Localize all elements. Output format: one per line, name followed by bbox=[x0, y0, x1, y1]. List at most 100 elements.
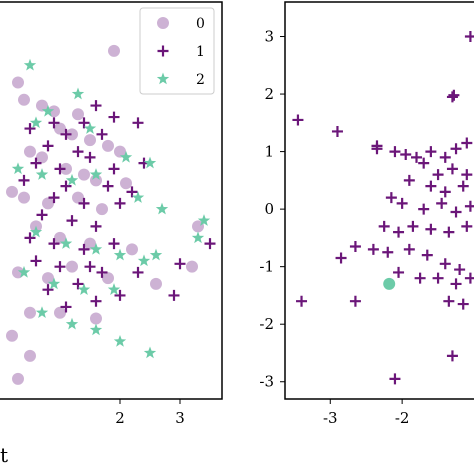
left-point-class-1 bbox=[204, 238, 216, 250]
legend-label-1: 1 bbox=[196, 44, 205, 60]
left-point-class-0 bbox=[90, 312, 102, 325]
right-point-class-1 bbox=[443, 295, 455, 307]
right-point-class-1 bbox=[448, 89, 460, 101]
left-point-class-1 bbox=[24, 232, 36, 244]
legend-marker-2 bbox=[156, 72, 170, 85]
left-point-class-0 bbox=[114, 145, 126, 158]
left-point-class-2 bbox=[47, 277, 61, 290]
right-point-class-1 bbox=[439, 151, 451, 163]
left-point-class-2 bbox=[35, 306, 49, 318]
left-point-class-1 bbox=[108, 238, 120, 250]
left-point-class-0 bbox=[6, 329, 18, 342]
left-point-class-1 bbox=[48, 238, 60, 250]
left-point-class-1 bbox=[72, 146, 84, 158]
left-point-class-0 bbox=[102, 139, 114, 152]
left-point-class-2 bbox=[83, 122, 97, 134]
left-point-class-1 bbox=[102, 180, 114, 192]
left-point-class-1 bbox=[60, 180, 72, 192]
right-point-class-1 bbox=[411, 151, 423, 163]
left-point-class-0 bbox=[24, 145, 36, 158]
left-point-class-1 bbox=[54, 261, 66, 273]
right-point-class-1 bbox=[461, 137, 473, 149]
right-point-class-1 bbox=[403, 174, 415, 186]
right-point-class-1 bbox=[414, 272, 426, 284]
legend-marker-0 bbox=[157, 17, 169, 29]
left-point-class-2 bbox=[59, 237, 73, 249]
left-point-class-0 bbox=[54, 122, 66, 135]
right-y-tick-label: -1 bbox=[259, 258, 274, 276]
right-y-tick-label: -2 bbox=[259, 315, 274, 333]
right-point-class-1 bbox=[439, 186, 451, 198]
left-point-class-1 bbox=[168, 289, 180, 301]
left-point-class-1 bbox=[174, 258, 186, 270]
left-data-points bbox=[6, 44, 216, 385]
left-point-class-2 bbox=[197, 214, 211, 226]
right-point-class-1 bbox=[446, 163, 458, 175]
left-point-class-0 bbox=[66, 128, 78, 141]
right-point-class-1 bbox=[461, 220, 473, 232]
right-point-class-1 bbox=[396, 197, 408, 209]
right-point-class-1 bbox=[464, 272, 474, 284]
right-point-class-1 bbox=[335, 252, 347, 264]
right-y-tick-label: -3 bbox=[259, 373, 274, 391]
right-point-class-1 bbox=[464, 200, 474, 212]
left-point-class-0 bbox=[42, 197, 54, 210]
right-point-class-1 bbox=[393, 226, 405, 238]
left-point-class-1 bbox=[42, 140, 54, 152]
right-point-class-1 bbox=[450, 206, 462, 218]
left-point-class-1 bbox=[48, 192, 60, 204]
left-point-class-0 bbox=[60, 162, 72, 175]
right-y-tick-label: 3 bbox=[264, 28, 274, 46]
left-series-2 bbox=[11, 58, 211, 359]
right-point-class-1 bbox=[432, 169, 444, 181]
left-point-class-1 bbox=[108, 111, 120, 123]
right-point-class-1 bbox=[457, 180, 469, 192]
left-point-class-0 bbox=[36, 99, 48, 112]
left-point-class-0 bbox=[78, 168, 90, 181]
left-point-class-1 bbox=[60, 128, 72, 140]
right-x-tick-label: -2 bbox=[395, 409, 410, 427]
left-point-class-1 bbox=[48, 117, 60, 129]
left-point-class-0 bbox=[12, 76, 24, 89]
right-point-class-1 bbox=[421, 249, 433, 261]
right-y-tick-label: 2 bbox=[264, 85, 274, 103]
legend-label-2: 2 bbox=[196, 72, 205, 88]
left-point-class-0 bbox=[66, 260, 78, 273]
right-y-ticks: 3 2 1 0 -1 -2 -3 bbox=[259, 28, 285, 391]
right-y-tick-label: 0 bbox=[264, 200, 274, 218]
left-point-class-0 bbox=[96, 203, 108, 216]
left-point-class-1 bbox=[126, 186, 138, 198]
right-point-class-1 bbox=[400, 148, 412, 160]
right-point-class-1 bbox=[367, 243, 379, 255]
left-point-class-1 bbox=[90, 220, 102, 232]
right-point-class-1 bbox=[292, 114, 304, 126]
right-point-class-1 bbox=[382, 246, 394, 258]
left-point-class-2 bbox=[35, 168, 49, 180]
right-point-class-1 bbox=[389, 146, 401, 158]
left-point-class-1 bbox=[18, 174, 30, 186]
left-point-class-2 bbox=[41, 104, 55, 117]
left-point-class-2 bbox=[119, 150, 133, 163]
right-point-class-1 bbox=[443, 226, 455, 238]
left-point-class-1 bbox=[78, 197, 90, 209]
left-point-class-2 bbox=[77, 283, 91, 295]
legend-box bbox=[139, 7, 215, 95]
right-point-class-1 bbox=[403, 243, 415, 255]
left-point-class-0 bbox=[72, 108, 84, 121]
left-point-class-2 bbox=[29, 116, 43, 129]
left-point-class-0 bbox=[186, 260, 198, 273]
left-point-class-1 bbox=[96, 128, 108, 140]
legend-marker-1 bbox=[157, 45, 169, 57]
left-axes-frame bbox=[0, 1, 223, 400]
right-point-class-1 bbox=[439, 258, 451, 270]
right-data-points bbox=[292, 31, 474, 385]
left-point-class-0 bbox=[18, 93, 30, 106]
right-point-class-1 bbox=[446, 350, 458, 362]
left-point-class-1 bbox=[36, 209, 48, 221]
left-point-class-0 bbox=[84, 237, 96, 250]
left-point-class-1 bbox=[84, 261, 96, 273]
right-axes-frame bbox=[284, 1, 474, 400]
